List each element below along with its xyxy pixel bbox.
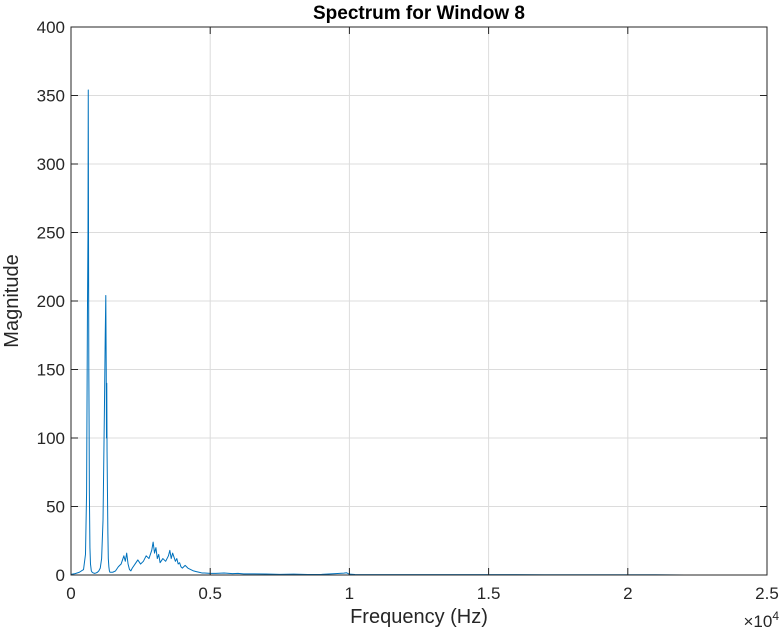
x-axis-exponent-power: 4 — [772, 609, 779, 623]
y-tick-label: 350 — [37, 87, 65, 106]
y-tick-label: 300 — [37, 155, 65, 174]
x-axis-title: Frequency (Hz) — [350, 606, 488, 628]
chart-title: Spectrum for Window 8 — [313, 3, 525, 24]
grid-lines — [71, 27, 767, 575]
x-tick-label: 0 — [66, 584, 75, 603]
y-tick-label: 200 — [37, 292, 65, 311]
series-layer — [70, 89, 685, 576]
y-tick-label: 100 — [37, 429, 65, 448]
y-tick-label: 400 — [37, 18, 65, 37]
spectrum-line — [70, 89, 685, 576]
x-tick-label: 1 — [345, 584, 354, 603]
x-tick-label: 0.5 — [198, 584, 222, 603]
x-tick-label: 2.5 — [755, 584, 779, 603]
y-tick-label: 250 — [37, 224, 65, 243]
x-axis-exponent: ×104 — [743, 609, 779, 631]
y-axis-title: Magnitude — [1, 254, 23, 347]
x-tick-label: 1.5 — [477, 584, 501, 603]
x-tick-label: 2 — [623, 584, 632, 603]
y-tick-label: 0 — [56, 566, 65, 585]
y-tick-label: 50 — [46, 498, 65, 517]
x-axis-exponent-base: ×10 — [743, 612, 772, 631]
y-tick-label: 150 — [37, 361, 65, 380]
axis-ticks: 0 0.5 1 1.5 2 2.5 0 50 100 150 200 250 300 350 400 — [37, 18, 779, 603]
